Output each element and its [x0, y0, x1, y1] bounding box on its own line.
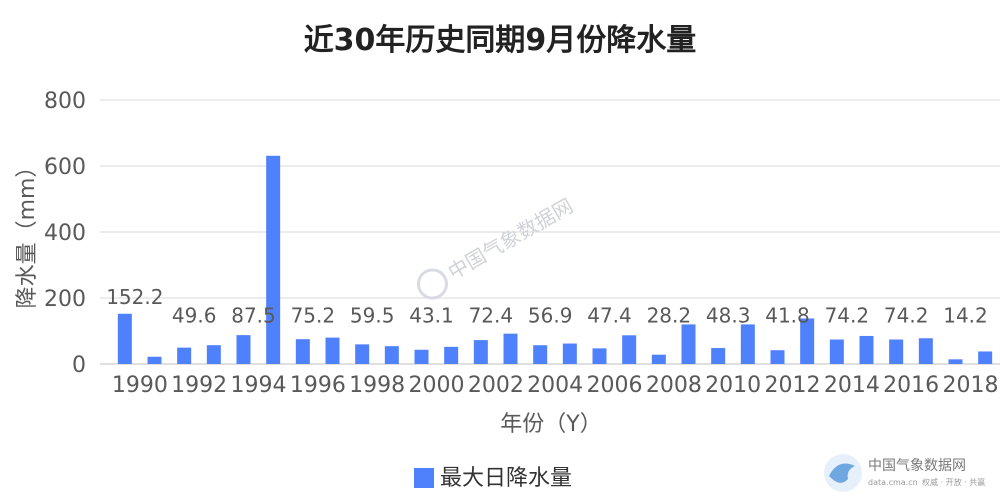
- chart-title: 近30年历史同期9月份降水量: [304, 23, 697, 58]
- y-axis-ticks: 0 200 400 600 800: [44, 89, 86, 378]
- bar: [740, 324, 755, 364]
- bar: [889, 339, 904, 364]
- x-tick-label: 1996: [290, 373, 346, 398]
- bar: [651, 354, 666, 364]
- data-label: 75.2: [291, 304, 336, 328]
- data-label: 47.4: [587, 304, 632, 328]
- data-label: 74.2: [825, 304, 870, 328]
- x-tick-label: 1992: [171, 373, 227, 398]
- bar: [562, 343, 577, 364]
- data-label: 87.5: [231, 304, 276, 328]
- bar: [473, 340, 488, 364]
- x-axis-ticks: 1990 1992 1994 1996 1998 2000 2002 2004 2006 2008…: [112, 373, 999, 398]
- logo-swirl-mark: [829, 463, 855, 483]
- bar: [859, 335, 874, 364]
- bar: [206, 345, 221, 364]
- legend-label: 最大日降水量: [440, 466, 572, 491]
- y-tick-label: 800: [44, 89, 86, 114]
- bar: [978, 351, 993, 364]
- bar: [355, 344, 370, 364]
- x-tick-label: 1998: [349, 373, 405, 398]
- bar: [681, 324, 696, 364]
- data-label: 49.6: [172, 304, 217, 328]
- bar: [325, 337, 340, 364]
- bar: [295, 339, 310, 364]
- data-label: 43.1: [409, 304, 454, 328]
- x-tick-label: 2004: [527, 373, 583, 398]
- bar: [829, 339, 844, 364]
- data-label: 74.2: [884, 304, 929, 328]
- bar: [147, 356, 162, 364]
- data-label: 48.3: [706, 304, 751, 328]
- bar: [948, 359, 963, 364]
- bar: [503, 333, 518, 364]
- watermark-center: 中国气象数据网: [416, 194, 577, 300]
- bar: [800, 318, 815, 364]
- legend: 最大日降水量: [414, 466, 572, 491]
- data-label: 41.8: [765, 304, 810, 328]
- x-tick-label: 1994: [231, 373, 287, 398]
- logo-slogan: 权威 · 开放 · 共赢: [922, 477, 985, 487]
- x-tick-label: 2010: [705, 373, 761, 398]
- watermark-swirl-icon: [416, 268, 448, 300]
- y-tick-label: 600: [44, 155, 86, 180]
- bar: [117, 313, 132, 364]
- data-label: 152.2: [106, 285, 163, 309]
- bar: [533, 345, 548, 364]
- watermark-center-text: 中国气象数据网: [444, 194, 577, 285]
- bar: [622, 335, 637, 364]
- x-tick-label: 2018: [943, 373, 999, 398]
- x-tick-label: 2006: [587, 373, 643, 398]
- y-tick-label: 400: [44, 221, 86, 246]
- y-tick-label: 0: [72, 353, 86, 378]
- brand-logo: 中国气象数据网 data.cma.cn 权威 · 开放 · 共赢: [824, 454, 985, 492]
- y-tick-label: 200: [44, 287, 86, 312]
- data-label: 28.2: [647, 304, 692, 328]
- data-label: 72.4: [469, 304, 514, 328]
- bar: [266, 155, 281, 364]
- x-tick-label: 2016: [883, 373, 939, 398]
- x-tick-label: 1990: [112, 373, 168, 398]
- bar-series: [117, 155, 993, 364]
- data-label: 14.2: [943, 304, 988, 328]
- bar: [444, 346, 459, 364]
- legend-swatch: [414, 468, 434, 488]
- logo-text: 中国气象数据网: [868, 458, 966, 474]
- bar: [177, 347, 192, 364]
- x-tick-label: 2002: [468, 373, 524, 398]
- bar: [414, 349, 429, 364]
- bar: [384, 346, 399, 364]
- bar: [236, 335, 251, 364]
- x-tick-label: 2008: [646, 373, 702, 398]
- x-tick-label: 2000: [409, 373, 465, 398]
- bar: [711, 348, 726, 364]
- bar: [918, 338, 933, 364]
- y-axis-title: 降水量（mm）: [15, 156, 40, 309]
- bar: [592, 348, 607, 364]
- data-label: 59.5: [350, 304, 395, 328]
- x-tick-label: 2012: [765, 373, 821, 398]
- data-labels: 152.2 49.6 87.5 75.2 59.5 43.1 72.4 56.9 47.4 28.…: [106, 285, 988, 328]
- logo-url: data.cma.cn: [868, 478, 918, 487]
- x-tick-label: 2014: [824, 373, 880, 398]
- x-axis-title: 年份（Y）: [500, 412, 601, 437]
- data-label: 56.9: [528, 304, 573, 328]
- bar: [770, 350, 785, 364]
- y-gridlines: [100, 99, 1000, 365]
